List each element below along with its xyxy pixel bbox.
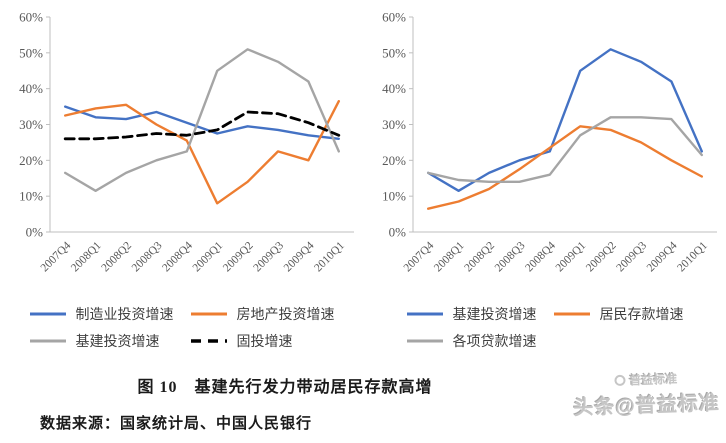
legend-marker-icon xyxy=(553,312,590,316)
y-tick-label: 20% xyxy=(382,153,406,168)
y-tick-label: 30% xyxy=(19,117,43,132)
x-tick-label: 2009Q1 xyxy=(553,239,588,274)
left-chart-legend: 制造业投资增速 房地产投资增速基建投资增速 固投增速 xyxy=(29,304,335,351)
legend-label: 各项贷款增速 xyxy=(452,333,537,349)
charts-row: 0% 10% 20% 30% 40% 50% 60% 2007Q4 2008Q1 2008Q2 20… xyxy=(0,2,726,351)
y-tick-label: 40% xyxy=(19,81,43,96)
x-tick-label: 2008Q3 xyxy=(492,239,527,274)
legend-label: 基建投资增速 xyxy=(452,306,537,322)
y-tick-label: 40% xyxy=(382,81,406,96)
series-line xyxy=(426,116,703,184)
left-chart: 0% 10% 20% 30% 40% 50% 60% 2007Q4 2008Q1 2008Q2 20… xyxy=(0,2,363,351)
x-tick-label: 2009Q1 xyxy=(190,239,225,274)
y-tick-label: 0% xyxy=(25,225,43,240)
x-tick-label: 2010Q1 xyxy=(312,239,347,274)
y-tick-label: 0% xyxy=(388,225,406,240)
right-chart-legend: 基建投资增速 居民存款增速各项贷款增速 xyxy=(406,304,684,351)
legend-label: 制造业投资增速 xyxy=(75,306,174,322)
legend-marker-icon xyxy=(29,339,66,343)
series-line xyxy=(63,99,340,205)
watermark: 普益标准 头条@普益标准 xyxy=(573,368,721,420)
legend-label: 基建投资增速 xyxy=(75,333,160,349)
figure-caption: 图 10 基建先行发力带动居民存款高增 xyxy=(137,379,433,396)
legend-label: 固投增速 xyxy=(236,333,293,349)
x-tick-label: 2009Q4 xyxy=(281,239,316,274)
y-tick-label: 10% xyxy=(382,189,406,204)
series-line xyxy=(426,48,703,193)
x-tick-label: 2009Q2 xyxy=(221,239,256,274)
legend-label: 房地产投资增速 xyxy=(236,306,335,322)
watermark-brand: 普益标准 xyxy=(629,371,678,388)
y-tick-label: 60% xyxy=(382,10,406,25)
legend-item: 各项贷款增速 xyxy=(406,331,537,351)
legend-item: 基建投资增速 xyxy=(29,331,174,351)
x-tick-label: 2008Q4 xyxy=(523,239,558,274)
x-tick-label: 2008Q2 xyxy=(99,239,134,274)
x-tick-label: 2008Q1 xyxy=(69,239,104,274)
x-tick-label: 2008Q3 xyxy=(129,239,164,274)
right-chart: 0% 10% 20% 30% 40% 50% 60% 2007Q4 2008Q1 2008Q2 20… xyxy=(363,2,726,351)
x-tick-label: 2007Q4 xyxy=(38,239,73,274)
x-tick-label: 2008Q4 xyxy=(160,239,195,274)
x-tick-label: 2009Q2 xyxy=(584,239,619,274)
x-tick-label: 2009Q4 xyxy=(644,239,679,274)
legend-label: 居民存款增速 xyxy=(599,306,684,322)
right-chart-plot: 0%10%20%30%40%50%60%2007Q42008Q12008Q220… xyxy=(382,10,717,274)
legend-item: 制造业投资增速 xyxy=(29,304,174,324)
legend-marker-icon xyxy=(190,339,227,343)
y-tick-label: 20% xyxy=(19,153,43,168)
legend-marker-icon xyxy=(406,312,443,316)
left-chart-plot: 0%10%20%30%40%50%60%2007Q42008Q12008Q220… xyxy=(19,10,354,274)
x-tick-label: 2009Q3 xyxy=(614,239,649,274)
y-tick-label: 30% xyxy=(382,117,406,132)
x-tick-label: 2008Q1 xyxy=(432,239,467,274)
watermark-handle: 头条@普益标准 xyxy=(573,392,721,420)
x-tick-label: 2009Q3 xyxy=(251,239,286,274)
legend-item: 固投增速 xyxy=(190,331,335,351)
axis-lines xyxy=(49,17,354,233)
legend-item: 基建投资增速 xyxy=(406,304,537,324)
x-tick-label: 2010Q1 xyxy=(675,239,710,274)
puyi-logo-icon xyxy=(614,374,626,387)
axis-lines xyxy=(412,17,717,233)
legend-marker-icon xyxy=(190,312,227,316)
legend-marker-icon xyxy=(406,339,443,343)
legend-item: 房地产投资增速 xyxy=(190,304,335,324)
series-line xyxy=(63,105,340,141)
y-tick-label: 10% xyxy=(19,189,43,204)
y-tick-label: 50% xyxy=(19,45,43,60)
series-line xyxy=(426,125,703,210)
legend-item: 居民存款增速 xyxy=(553,304,684,324)
x-tick-label: 2008Q2 xyxy=(462,239,497,274)
data-source: 数据来源：国家统计局、中国人民银行 xyxy=(40,416,313,432)
x-tick-label: 2007Q4 xyxy=(401,239,436,274)
series-line xyxy=(63,110,340,141)
series-line xyxy=(63,48,340,193)
legend-marker-icon xyxy=(29,312,66,316)
y-tick-label: 50% xyxy=(382,45,406,60)
y-tick-label: 60% xyxy=(19,10,43,25)
